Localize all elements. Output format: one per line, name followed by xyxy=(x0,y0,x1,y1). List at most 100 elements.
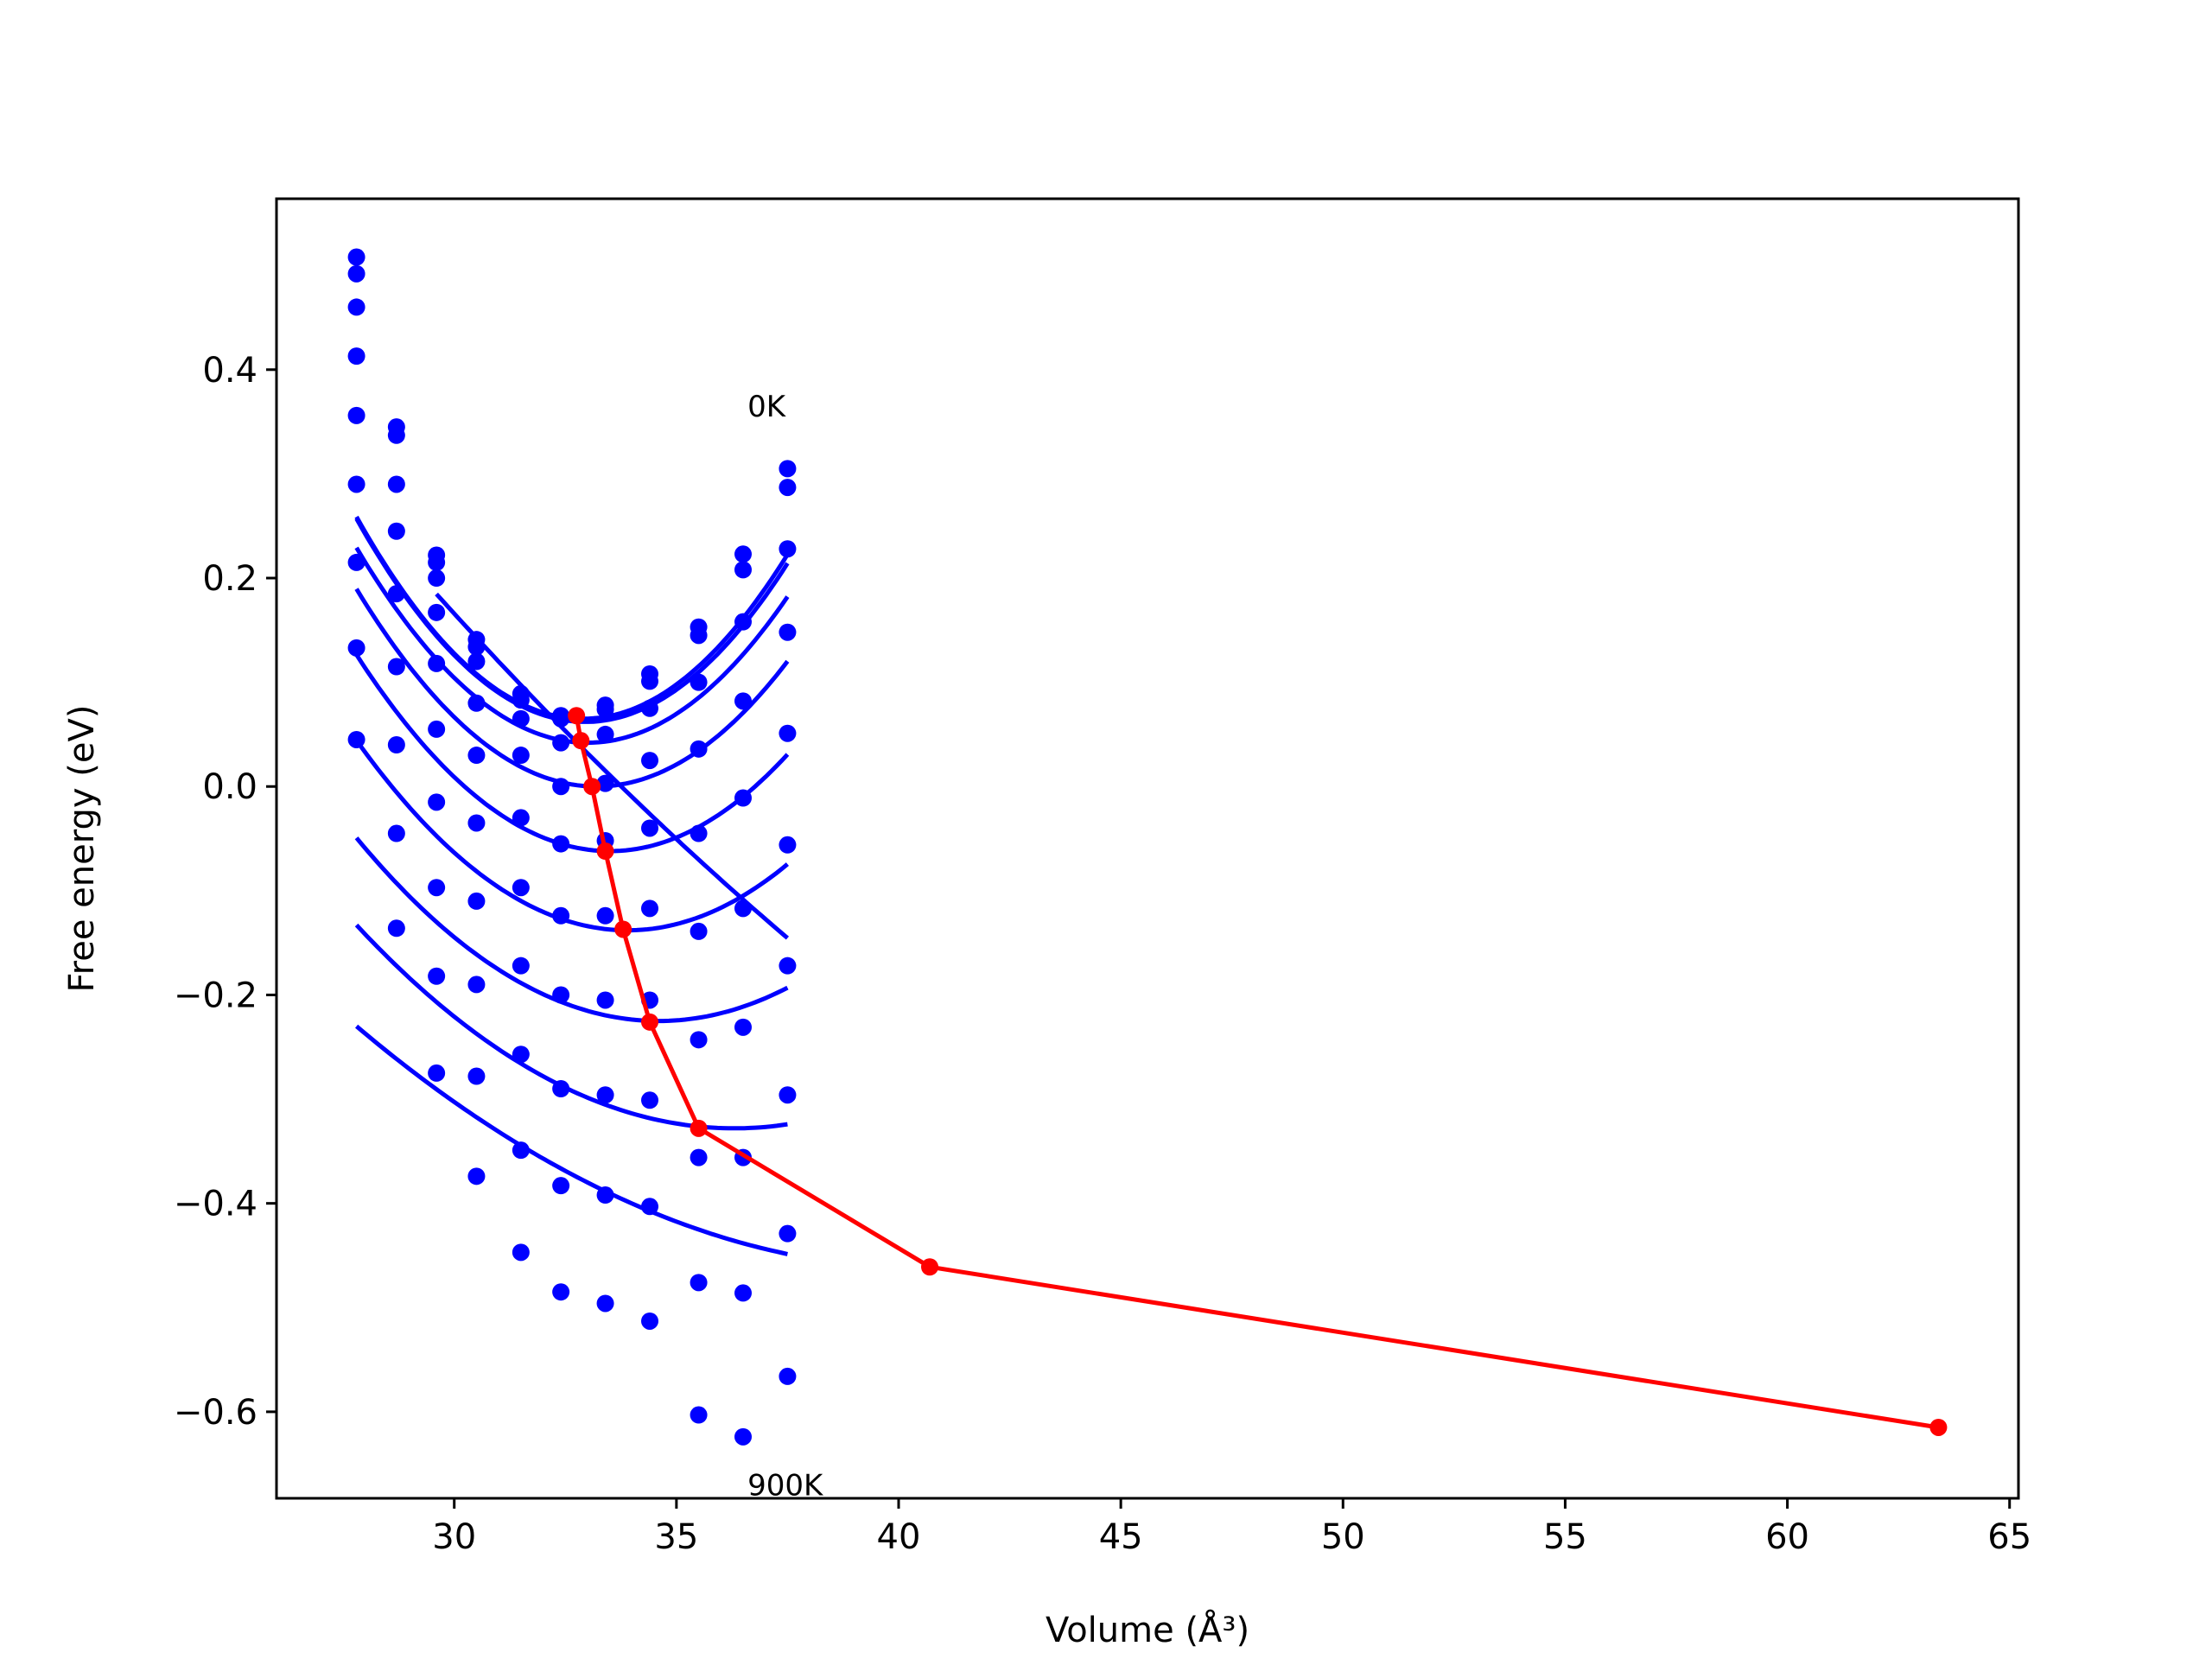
data-point xyxy=(467,694,486,712)
data-point xyxy=(512,1243,530,1262)
plot-marks xyxy=(347,248,1948,1446)
data-point xyxy=(779,623,797,641)
data-point xyxy=(641,752,658,770)
data-point xyxy=(467,652,486,671)
data-point xyxy=(428,720,446,738)
minimum-point xyxy=(921,1258,938,1276)
data-point xyxy=(690,740,708,758)
y-tick-label: 0.0 xyxy=(202,767,257,807)
data-point xyxy=(428,967,446,985)
data-point xyxy=(512,747,530,765)
data-point xyxy=(467,1067,486,1085)
data-point xyxy=(734,899,752,918)
data-point xyxy=(596,1086,614,1104)
fit-curve-8 xyxy=(354,1024,788,1256)
data-point xyxy=(512,957,530,975)
y-axis-label: Free energy (eV) xyxy=(62,705,102,993)
data-point xyxy=(596,991,614,1009)
data-point xyxy=(779,836,797,854)
data-point xyxy=(347,264,365,283)
fit-curve-5 xyxy=(354,739,789,933)
data-point xyxy=(428,569,446,588)
data-point xyxy=(552,986,570,1004)
data-point xyxy=(734,1018,752,1036)
data-point xyxy=(512,691,530,709)
data-point xyxy=(596,700,614,718)
data-point xyxy=(552,835,570,853)
temperature-annotation: 900K xyxy=(747,1468,824,1503)
data-point xyxy=(387,522,405,540)
data-point xyxy=(467,747,486,765)
data-point xyxy=(387,919,405,938)
data-point xyxy=(347,248,365,266)
minimum-point xyxy=(641,1013,658,1031)
data-point xyxy=(512,709,530,728)
data-point xyxy=(596,1186,614,1205)
data-point xyxy=(734,1427,752,1446)
y-tick-label: −0.6 xyxy=(174,1393,257,1433)
data-point xyxy=(512,879,530,897)
data-point xyxy=(428,553,446,571)
data-point xyxy=(387,735,405,753)
data-point xyxy=(779,1086,797,1104)
minimum-point xyxy=(596,842,614,861)
x-tick-label: 65 xyxy=(1987,1517,2031,1557)
minimum-point xyxy=(568,707,586,725)
data-point xyxy=(512,809,530,827)
data-point xyxy=(641,1312,658,1330)
x-tick-label: 35 xyxy=(654,1517,698,1557)
data-point xyxy=(347,730,365,748)
data-point xyxy=(690,1274,708,1292)
data-point xyxy=(512,1046,530,1064)
data-point xyxy=(347,406,365,424)
data-point xyxy=(690,673,708,691)
data-point xyxy=(690,1406,708,1424)
y-tick-label: 0.4 xyxy=(202,351,257,391)
fit-curve-6 xyxy=(354,836,789,1024)
data-point xyxy=(690,922,708,940)
data-point xyxy=(467,976,486,994)
plot-frame xyxy=(275,197,2020,1500)
data-point xyxy=(552,778,570,796)
x-axis-label: Volume (Å³) xyxy=(1046,1609,1249,1650)
data-point xyxy=(641,1091,658,1109)
data-point xyxy=(596,1294,614,1313)
fit-curve-9 xyxy=(435,592,790,940)
x-tick-label: 60 xyxy=(1765,1517,1809,1557)
data-point xyxy=(641,1198,658,1216)
data-point xyxy=(690,824,708,842)
data-point xyxy=(734,692,752,710)
data-point xyxy=(552,709,570,728)
y-tick-label: 0.2 xyxy=(202,559,257,599)
data-point xyxy=(779,957,797,975)
data-point xyxy=(428,793,446,811)
data-point xyxy=(387,824,405,842)
data-point xyxy=(387,658,405,676)
minimum-point xyxy=(583,778,601,796)
x-tick-label: 30 xyxy=(432,1517,476,1557)
x-tick-label: 40 xyxy=(877,1517,921,1557)
data-point xyxy=(690,1148,708,1166)
data-point xyxy=(428,603,446,621)
data-point xyxy=(428,879,446,897)
data-point xyxy=(467,1167,486,1185)
data-point xyxy=(467,892,486,910)
data-point xyxy=(596,774,614,792)
data-point xyxy=(734,613,752,631)
x-tick-label: 50 xyxy=(1321,1517,1365,1557)
data-point xyxy=(347,475,365,493)
data-point xyxy=(552,734,570,752)
data-point xyxy=(734,789,752,807)
axes: 30 35 40 45 50 55 60 65 0.4 0.2 0.0 −0.2 −0.4 −0.6 0K 9… xyxy=(174,351,2031,1557)
data-point xyxy=(512,1141,530,1160)
fit-curve-7 xyxy=(354,923,788,1131)
data-point xyxy=(596,906,614,925)
data-point xyxy=(734,1284,752,1302)
data-point xyxy=(779,479,797,497)
minimum-point xyxy=(1929,1418,1948,1436)
data-point xyxy=(387,585,405,603)
data-point xyxy=(779,1224,797,1243)
minimum-point xyxy=(572,732,590,750)
